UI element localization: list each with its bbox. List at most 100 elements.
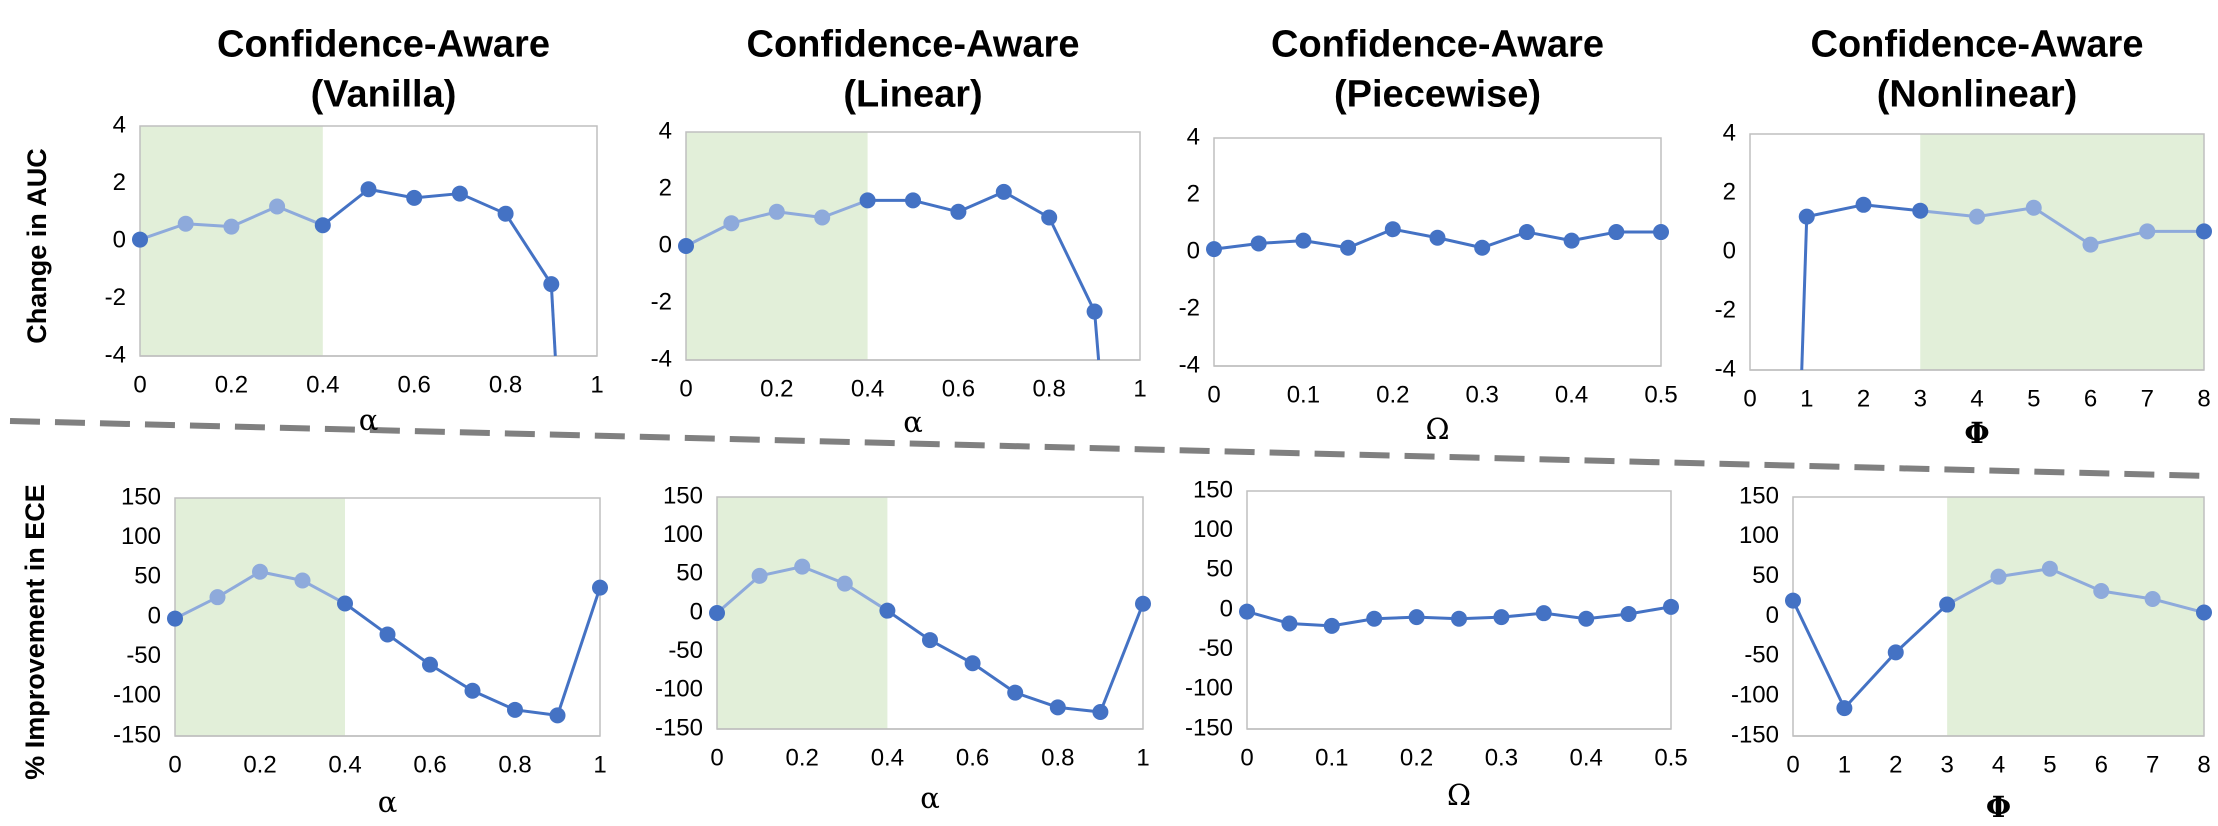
- y-tick-label: 2: [1187, 180, 1200, 207]
- x-tick-label: 0.8: [1041, 744, 1074, 771]
- x-axis-label: Ω: [1447, 778, 1471, 812]
- series-line-segment: [2049, 567, 2102, 593]
- y-tick-label: 100: [663, 521, 703, 548]
- y-tick-label: 0: [1766, 602, 1779, 629]
- x-tick-label: 2: [1857, 385, 1870, 412]
- x-axis-label: α: [378, 785, 398, 819]
- x-axis-label: Φ: [1986, 790, 2011, 824]
- x-tick-label: 2: [1889, 751, 1902, 778]
- x-tick-label: 7: [2146, 751, 2159, 778]
- row-label-ece: % Improvement in ECE: [20, 484, 50, 780]
- data-point: [879, 602, 896, 619]
- x-tick-label: 0.2: [215, 371, 248, 398]
- data-point: [1049, 699, 1066, 716]
- x-axis-label: Ω: [1425, 412, 1449, 446]
- series-line-segment: [957, 190, 1005, 214]
- y-tick-label: -50: [668, 637, 703, 664]
- series-line-segment: [971, 662, 1017, 694]
- data-point: [1990, 568, 2007, 585]
- data-point: [294, 572, 311, 589]
- x-tick-label: 4: [1970, 385, 1983, 412]
- x-tick-label: 6: [2095, 751, 2108, 778]
- x-tick-label: 8: [2197, 751, 2210, 778]
- y-tick-label: 0: [113, 226, 126, 253]
- shaded-region: [1920, 134, 2204, 370]
- series-line-segment: [1843, 651, 1897, 710]
- x-tick-label: 0.4: [1570, 744, 1603, 771]
- panel-title-line-2: (Linear): [843, 73, 982, 115]
- y-tick-label: -150: [1731, 721, 1779, 748]
- y-tick-label: -150: [113, 721, 161, 748]
- data-point: [1563, 232, 1580, 249]
- data-point: [794, 558, 811, 575]
- panel-title-line-1: Confidence-Aware: [1271, 23, 1604, 65]
- y-tick-label: -100: [655, 676, 703, 703]
- panel-2: Confidence-Aware (Linear) 4 2 0 -2 -4 0 0.2 0.4 0.…: [651, 23, 1147, 439]
- data-point: [723, 215, 740, 232]
- data-point: [751, 567, 768, 584]
- data-point: [1518, 224, 1535, 241]
- x-tick-label: 0: [1786, 751, 1799, 778]
- panel-5: 150 100 50 0 -50 -100 -150 0 0.2 0.4 0.6 0.8 1 α: [113, 483, 608, 819]
- data-point: [1620, 605, 1637, 622]
- series-line-segment: [2032, 206, 2092, 246]
- data-point: [814, 209, 831, 226]
- data-point: [451, 185, 468, 202]
- series-line-segment: [1047, 216, 1096, 313]
- x-tick-label: 8: [2197, 385, 2210, 412]
- data-point: [1474, 239, 1491, 256]
- series-line-segment: [929, 638, 974, 665]
- x-tick-label: 0.6: [942, 375, 975, 402]
- panel-3: Confidence-Aware (Piecewise) 4 2 0 -2 -4 0 0.1 0.…: [1179, 23, 1678, 446]
- data-point: [1206, 241, 1222, 258]
- row-label-auc: Change in AUC: [22, 148, 52, 344]
- y-tick-label: 150: [121, 483, 161, 510]
- data-point: [905, 192, 921, 209]
- data-point: [995, 183, 1012, 200]
- y-tick-label: 4: [1723, 119, 1736, 146]
- y-tick-label: 100: [121, 523, 161, 550]
- plot-frame: [1246, 490, 1672, 730]
- x-tick-label: 0.8: [498, 751, 531, 778]
- y-tick-label: -50: [126, 642, 161, 669]
- x-tick-label: 0: [1240, 744, 1253, 771]
- data-point: [1663, 598, 1679, 615]
- data-point: [1408, 609, 1425, 626]
- data-point: [1086, 303, 1103, 320]
- x-tick-label: 1: [1133, 375, 1146, 402]
- series-line-segment: [1093, 311, 1101, 361]
- series-line-segment: [344, 602, 389, 636]
- y-tick-label: 0: [690, 598, 703, 625]
- data-point: [1281, 615, 1298, 632]
- data-point: [1493, 609, 1510, 626]
- data-point: [709, 605, 725, 621]
- y-tick-label: 2: [1723, 178, 1736, 205]
- x-tick-label: 4: [1992, 751, 2005, 778]
- x-tick-label: 7: [2141, 385, 2154, 412]
- data-point: [1578, 610, 1595, 627]
- data-point: [360, 181, 377, 198]
- y-tick-label: -4: [1179, 351, 1200, 378]
- series-line-segment: [556, 587, 602, 716]
- shaded-region: [140, 126, 323, 356]
- data-point: [1887, 644, 1904, 661]
- x-tick-label: 3: [1914, 385, 1927, 412]
- data-point: [1608, 224, 1625, 241]
- series-line-segment: [716, 574, 761, 615]
- data-point: [1384, 221, 1401, 238]
- data-point: [1429, 229, 1446, 246]
- y-tick-label: 50: [1752, 562, 1779, 589]
- x-tick-label: 0.4: [851, 375, 884, 402]
- data-point: [2082, 236, 2099, 253]
- plot-frame: [1213, 137, 1662, 367]
- data-point: [167, 610, 183, 627]
- x-tick-label: 0.6: [398, 371, 431, 398]
- data-point: [314, 217, 331, 234]
- data-point: [1007, 684, 1024, 701]
- data-point: [678, 238, 694, 254]
- data-point: [1340, 239, 1357, 256]
- series-line-segment: [821, 198, 869, 219]
- y-tick-label: 50: [1206, 556, 1233, 583]
- panel-4: Confidence-Aware (Nonlinear) 4 2 0 -2 -4 0 1 2 3 4 5…: [1715, 23, 2212, 450]
